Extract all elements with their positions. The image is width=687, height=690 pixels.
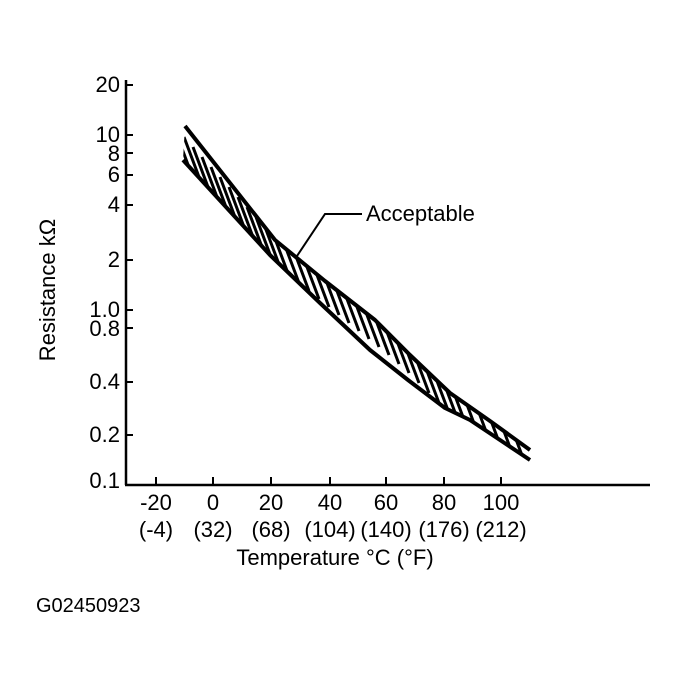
y-tick-label: 10 [95,122,120,147]
y-axis-label: Resistance kΩ [35,218,60,362]
y-tick-label: 2 [107,247,120,272]
y-tick-label: 0.1 [89,468,120,493]
x-tick-label-c: 60 [373,490,399,515]
y-ticks [126,84,133,436]
y-tick-label: 1.0 [89,297,120,322]
x-tick-label-f: (140) [360,517,412,542]
x-axis-label: Temperature °C (°F) [236,545,434,570]
x-tick-label-c: 40 [317,490,343,515]
y-tick-label: 0.8 [89,316,120,341]
y-tick-label: 4 [107,192,120,217]
y-tick-label: 0.2 [89,422,120,447]
y-tick-label: 20 [95,72,120,97]
x-tick-label-f: (-4) [138,517,174,542]
x-tick-label-f: (68) [251,517,291,542]
x-tick-label-f: (104) [304,517,356,542]
x-tick-label-f: (176) [418,517,470,542]
y-tick-label: 8 [107,141,120,166]
y-tick-label: 6 [107,162,120,187]
x-tick-label-f: (212) [475,517,527,542]
x-tick-label-f: (32) [193,517,233,542]
figure-id-label: G02450923 [36,595,141,617]
x-tick-label-c: 0 [206,490,220,515]
x-tick-label-c: 100 [482,490,520,515]
acceptable-leader-line [296,213,362,257]
x-tick-label-c: -20 [140,490,172,515]
acceptable-annotation: Acceptable [366,201,475,226]
x-tick-label-c: 80 [431,490,457,515]
x-ticks [155,477,502,485]
x-tick-label-c: 20 [258,490,284,515]
lower-limit-curve [181,158,532,462]
y-tick-label: 0.4 [89,369,120,394]
upper-limit-curve [183,124,532,452]
